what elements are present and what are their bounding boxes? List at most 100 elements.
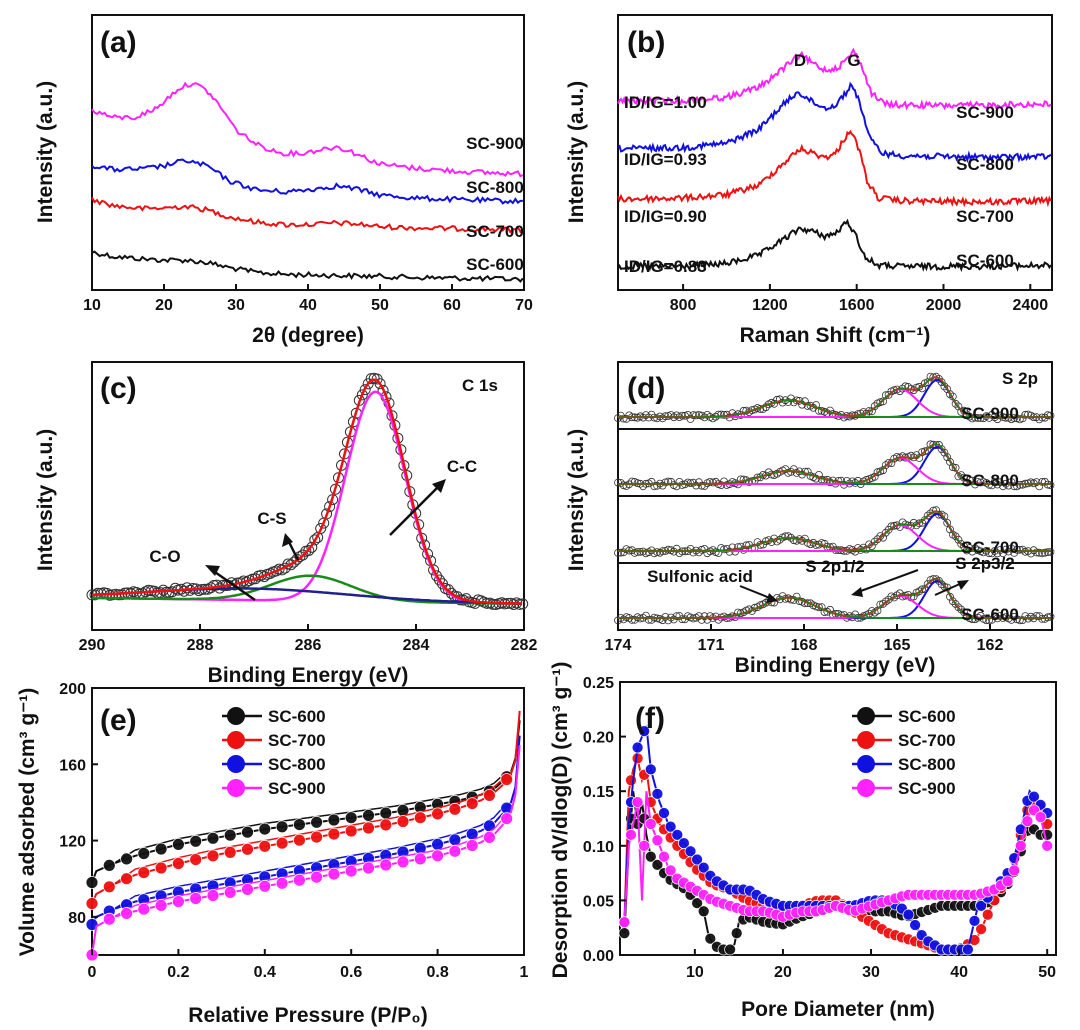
x-tick-label: 286: [295, 637, 322, 654]
data-point: [625, 774, 637, 787]
panel-f-frame: [619, 681, 1057, 956]
data-point: [396, 815, 410, 828]
data-point: [937, 378, 946, 387]
x-tick-label: 0: [88, 964, 97, 981]
panel-label: (e): [100, 704, 137, 737]
arrow-head: [766, 593, 778, 603]
data-point: [102, 912, 116, 926]
x-tick-label: 284: [403, 637, 430, 654]
data-point: [974, 478, 982, 486]
y-axis-label: Volume adsorbed (cm³ g⁻¹): [16, 688, 39, 957]
data-point: [288, 556, 300, 568]
peak-label-g: G: [847, 51, 860, 70]
data-point: [909, 919, 921, 931]
data-point: [975, 923, 987, 935]
data-point: [618, 927, 631, 940]
data-point: [957, 540, 966, 548]
data-point: [909, 592, 918, 601]
series-label: SC-600: [466, 255, 524, 274]
data-point: [292, 818, 306, 831]
data-point: [379, 806, 393, 820]
x-axis-label: Binding Energy (eV): [208, 664, 409, 687]
data-point: [695, 411, 703, 419]
data-point: [689, 478, 698, 487]
data-point: [379, 818, 393, 832]
x-tick-label: 70: [515, 297, 533, 314]
data-point: [445, 587, 457, 599]
data-point: [988, 410, 996, 419]
data-point: [803, 467, 812, 476]
data-point: [957, 605, 966, 614]
arrow-head: [957, 580, 969, 590]
x-axis-label: Pore Diameter (nm): [741, 998, 935, 1021]
data-point: [619, 481, 628, 490]
y-tick-label: 160: [59, 757, 86, 774]
arrow-line: [934, 582, 963, 596]
data-point: [700, 482, 709, 490]
data-point: [653, 481, 661, 490]
data-point: [171, 857, 185, 870]
data-point: [981, 908, 994, 921]
data-point: [651, 859, 664, 871]
legend-marker: [857, 779, 875, 797]
data-point: [120, 872, 133, 886]
data-point: [189, 853, 203, 866]
data-point: [1028, 790, 1040, 803]
data-point: [691, 853, 703, 866]
data-point: [137, 847, 151, 860]
fit-overlay: [618, 578, 1052, 619]
data-point: [988, 549, 996, 558]
data-point: [258, 879, 272, 893]
data-point: [697, 861, 710, 874]
data-point: [815, 603, 823, 612]
data-point: [714, 549, 723, 557]
data-point: [697, 905, 710, 918]
data-point: [870, 537, 879, 546]
data-point: [1001, 875, 1014, 888]
data-point: [120, 907, 133, 920]
legend-marker: [227, 731, 245, 749]
x-tick-label: 165: [884, 637, 911, 654]
data-point: [1007, 478, 1016, 486]
x-tick-label: 1600: [839, 297, 875, 314]
data-point: [714, 410, 723, 419]
series-label: SC-900: [466, 134, 524, 153]
data-point: [691, 897, 703, 909]
data-point: [692, 411, 700, 420]
data-point: [241, 842, 254, 856]
peak-label-d: D: [794, 51, 806, 70]
data-point: [362, 861, 375, 875]
data-point: [667, 411, 675, 419]
data-point: [940, 448, 949, 457]
fit-overlay: [618, 510, 1052, 552]
data-point: [310, 870, 324, 884]
data-point: [614, 549, 622, 557]
data-point: [327, 827, 341, 841]
data-point: [1018, 616, 1027, 624]
fit-overlay: [618, 376, 1052, 418]
data-point: [241, 825, 254, 839]
fit-overlay: [618, 443, 1052, 485]
x-tick-label: 0.4: [254, 964, 276, 981]
data-point: [671, 829, 684, 841]
data-point: [815, 406, 823, 415]
arrow-head: [851, 587, 863, 597]
panel-label: (b): [627, 26, 665, 59]
series-line-sc-800: [617, 81, 1052, 164]
data-point: [968, 934, 981, 946]
data-point: [1014, 839, 1027, 852]
data-point: [700, 545, 709, 553]
data-point: [154, 842, 168, 856]
legend-label: SC-600: [268, 707, 326, 726]
data-point: [137, 902, 151, 916]
data-point: [658, 414, 667, 423]
y-tick-label: 200: [59, 681, 86, 698]
panel-b-frame: [617, 14, 1053, 291]
data-point: [638, 839, 651, 852]
data-point: [644, 615, 653, 624]
series-line-sc-800: [91, 158, 523, 205]
data-point: [500, 773, 514, 786]
data-point: [241, 883, 254, 896]
data-point: [379, 858, 393, 872]
